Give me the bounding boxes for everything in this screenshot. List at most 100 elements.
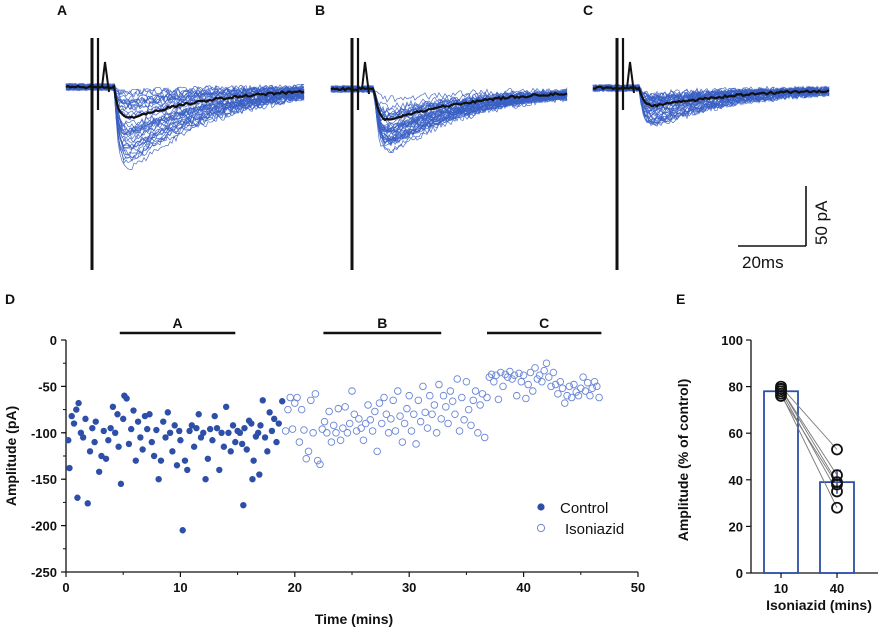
pair-line [780, 386, 838, 450]
epoch-label: A [172, 315, 182, 331]
point-control [271, 415, 278, 423]
point-isoniazid [368, 427, 377, 435]
point-isoniazid [572, 388, 580, 396]
panel-letter-b: B [315, 2, 325, 18]
pair-point-10 [775, 390, 787, 402]
point-isoniazid [371, 407, 379, 416]
point-control [240, 501, 247, 509]
point-control [216, 466, 223, 474]
point-control [134, 418, 142, 425]
stim-artifact [626, 61, 635, 94]
trace-sweep [65, 83, 305, 133]
point-isoniazid [412, 440, 420, 448]
point-isoniazid [316, 460, 324, 469]
point-isoniazid [522, 394, 530, 403]
bar-axes: 0 20 40 60 80 100 [721, 333, 878, 581]
point-control [209, 437, 216, 444]
point-control [166, 429, 174, 436]
point-isoniazid [293, 393, 301, 402]
y-tick-label: 0 [50, 333, 57, 348]
point-isoniazid [556, 378, 564, 386]
point-control [130, 407, 137, 414]
bar-y-tick-label: 20 [729, 519, 743, 534]
point-isoniazid [396, 412, 404, 420]
pair-point-40 [831, 485, 843, 498]
scale-bar-vertical-label: 50 pA [812, 200, 831, 245]
point-isoniazid [327, 438, 336, 446]
point-isoniazid [524, 380, 532, 389]
point-control [144, 425, 151, 433]
point-isoniazid [428, 410, 436, 418]
point-isoniazid [302, 455, 310, 463]
bar-y-tick-label: 100 [721, 333, 743, 348]
y-tick-label: -200 [31, 519, 57, 534]
x-tick-label: 40 [516, 580, 530, 595]
point-isoniazid [394, 387, 402, 395]
point-isoniazid [332, 429, 340, 437]
point-isoniazid [561, 399, 569, 407]
point-isoniazid [474, 429, 482, 437]
trace-panel-a [65, 38, 305, 270]
point-control [225, 429, 232, 436]
point-control [204, 455, 212, 462]
bar-y-axis-label: Amplitude (% of control) [675, 379, 691, 542]
point-control [202, 476, 209, 483]
point-control [264, 448, 271, 455]
point-isoniazid [471, 387, 480, 395]
point-isoniazid [574, 391, 583, 400]
point-isoniazid [341, 403, 349, 411]
x-tick-label: 50 [631, 580, 645, 595]
point-isoniazid [467, 421, 475, 430]
point-isoniazid [540, 366, 548, 375]
point-control [153, 426, 160, 434]
legend-label-control: Control [560, 500, 608, 517]
point-isoniazid [364, 401, 372, 409]
point-isoniazid [538, 378, 546, 386]
point-isoniazid [286, 393, 294, 402]
point-control [220, 443, 228, 450]
point-isoniazid [517, 378, 526, 386]
point-control [148, 438, 155, 446]
point-control [256, 471, 263, 478]
point-isoniazid [430, 401, 439, 409]
point-isoniazid [439, 391, 448, 400]
legend-marker-isoniazid [536, 523, 546, 533]
point-isoniazid [284, 405, 292, 414]
point-isoniazid [345, 419, 354, 428]
bar-chart-e: 0 20 40 60 80 100 10 40 Isoniazid (mins) Ampli… [675, 333, 878, 613]
point-control [66, 464, 73, 472]
point-isoniazid [403, 404, 411, 413]
point-isoniazid [437, 415, 445, 423]
point-control [177, 437, 184, 444]
trace-mean [65, 84, 305, 119]
point-control [120, 415, 127, 423]
point-control [98, 452, 105, 460]
panel-letter-e: E [676, 291, 685, 307]
panel-letter-d: D [5, 291, 15, 307]
point-control [84, 500, 91, 507]
point-isoniazid [281, 427, 290, 435]
y-tick-label: -100 [31, 426, 57, 441]
point-control [243, 446, 250, 453]
point-isoniazid [567, 393, 576, 402]
bar [763, 390, 799, 574]
bar-x-axis-label: Isoniazid (mins) [766, 597, 872, 613]
point-control [137, 434, 144, 441]
point-control [128, 425, 135, 433]
point-control [249, 476, 256, 483]
point-isoniazid [554, 390, 562, 398]
point-isoniazid [526, 368, 535, 377]
point-isoniazid [590, 378, 599, 386]
trace-mean [330, 86, 568, 122]
point-isoniazid [593, 382, 601, 391]
point-isoniazid [416, 417, 425, 426]
point-isoniazid [297, 405, 306, 414]
point-isoniazid [320, 417, 329, 426]
point-isoniazid [295, 438, 304, 446]
point-control [114, 411, 121, 418]
point-isoniazid [547, 382, 555, 391]
point-isoniazid [357, 424, 365, 432]
trace-panel-b [330, 38, 568, 270]
point-control [248, 420, 255, 427]
point-control [229, 422, 237, 429]
